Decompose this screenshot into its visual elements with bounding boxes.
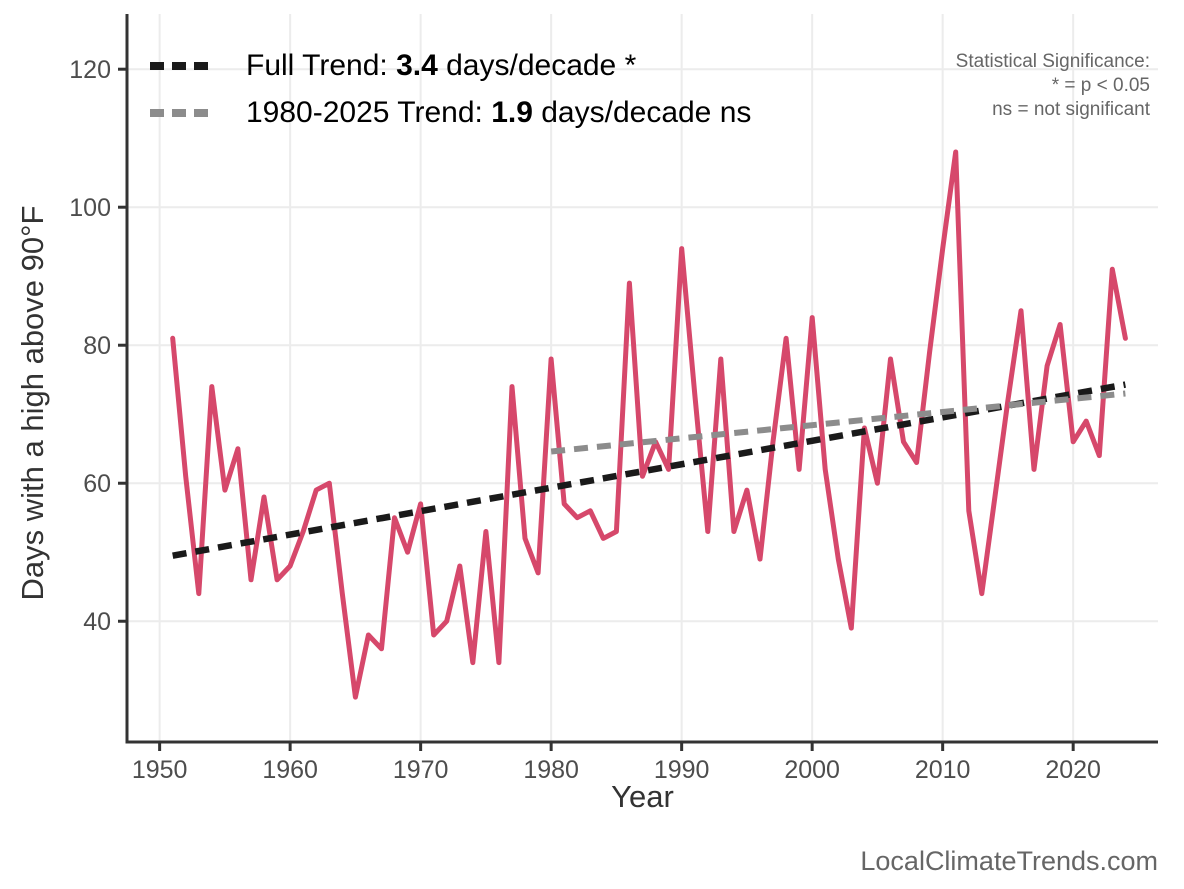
full-trend-value: 3.4 [396,49,438,82]
significance-note: Statistical Significance: * = p < 0.05 n… [956,50,1150,122]
x-axis-title: Year [611,779,674,814]
x-tick-label: 2010 [915,756,971,784]
recent-trend-line [550,390,1126,455]
legend-row-full-trend: Full Trend: 3.4 days/decade * [150,48,636,84]
x-tick-label: 1960 [262,756,318,784]
recent-trend-value: 1.9 [491,96,533,129]
x-tick-label: 2020 [1045,756,1101,784]
significance-note-title: Statistical Significance: [955,51,1150,72]
y-tick-label: 40 [83,608,111,636]
full-trend-dash-swatch [150,62,208,70]
full-trend-label: Full Trend: 3.4 days/decade * [246,49,637,82]
significance-note-star: * = p < 0.05 [1051,75,1150,96]
y-tick-label: 60 [83,470,111,498]
x-tick-label: 1950 [132,756,188,784]
y-tick-label: 120 [69,56,111,84]
recent-trend-label: 1980-2025 Trend: 1.9 days/decade ns [246,96,752,129]
legend-row-recent-trend: 1980-2025 Trend: 1.9 days/decade ns [150,95,751,131]
y-tick-label: 80 [83,332,111,360]
x-tick-label: 1970 [393,756,449,784]
x-tick-label: 1980 [523,756,579,784]
recent-trend-dash-swatch [150,109,208,117]
x-tick-label: 2000 [784,756,840,784]
y-tick-label: 100 [69,194,111,222]
significance-note-ns: ns = not significant [992,99,1150,120]
x-tick-label: 1990 [654,756,710,784]
y-axis-title: Days with a high above 90°F [15,205,50,601]
watermark: LocalClimateTrends.com [860,846,1158,876]
full-trend-line [172,381,1126,559]
data-line-days-above-90 [170,149,1128,700]
